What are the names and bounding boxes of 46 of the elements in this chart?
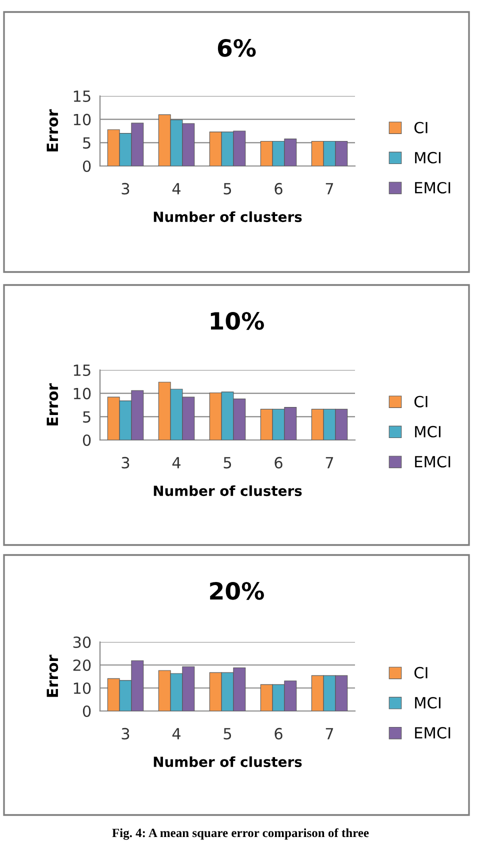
legend-label: MCI [415,152,440,164]
y-tick-label: 20 [73,659,91,672]
x-tick-label: 6 [274,456,282,468]
legend-label: CI [414,396,428,408]
chart-title: 20% [210,582,264,600]
legend-label: EMCI [415,456,450,468]
y-tick-label: 10 [74,114,91,126]
x-tick-label: 7 [326,457,334,468]
y-tick-label: 0 [82,160,91,172]
x-axis-title: Number of clusters [154,485,302,496]
x-tick-label: 6 [274,182,282,194]
legend-label: CI [414,122,428,134]
x-tick-label: 7 [326,183,334,194]
x-axis-title: Number of clusters [154,211,302,222]
legend-label: MCI [415,696,440,709]
y-tick-label: 15 [74,364,90,376]
y-axis-title: Error [46,654,58,697]
y-tick-label: 0 [82,434,91,446]
chart-title: 10% [210,312,264,330]
y-tick-label: 15 [74,90,90,102]
x-tick-label: 5 [224,183,232,194]
y-axis-title: Error [46,383,58,426]
y-axis-title: Error [46,109,58,152]
y-tick-label: 10 [74,682,91,694]
x-tick-label: 4 [172,183,181,194]
x-tick-label: 5 [224,457,232,468]
x-tick-label: 3 [122,182,130,194]
y-tick-label: 10 [74,388,91,400]
x-tick-label: 3 [122,456,130,468]
x-tick-label: 3 [122,728,130,740]
x-tick-label: 7 [326,728,334,740]
y-tick-label: 5 [83,137,90,149]
legend-label: EMCI [415,727,450,739]
chart-title: 6% [218,38,256,57]
legend-label: EMCI [415,182,450,194]
x-tick-label: 6 [274,728,282,740]
x-axis-title: Number of clusters [154,756,302,768]
legend-label: MCI [415,426,440,438]
x-tick-label: 5 [224,728,232,740]
y-tick-label: 30 [73,636,91,648]
legend-label: CI [414,666,428,678]
caption: Fig. 4: A mean square error comparison of three [112,828,369,840]
x-tick-label: 4 [172,457,181,468]
y-tick-label: 5 [83,411,90,423]
y-tick-label: 0 [82,705,91,718]
x-tick-label: 4 [172,728,181,740]
